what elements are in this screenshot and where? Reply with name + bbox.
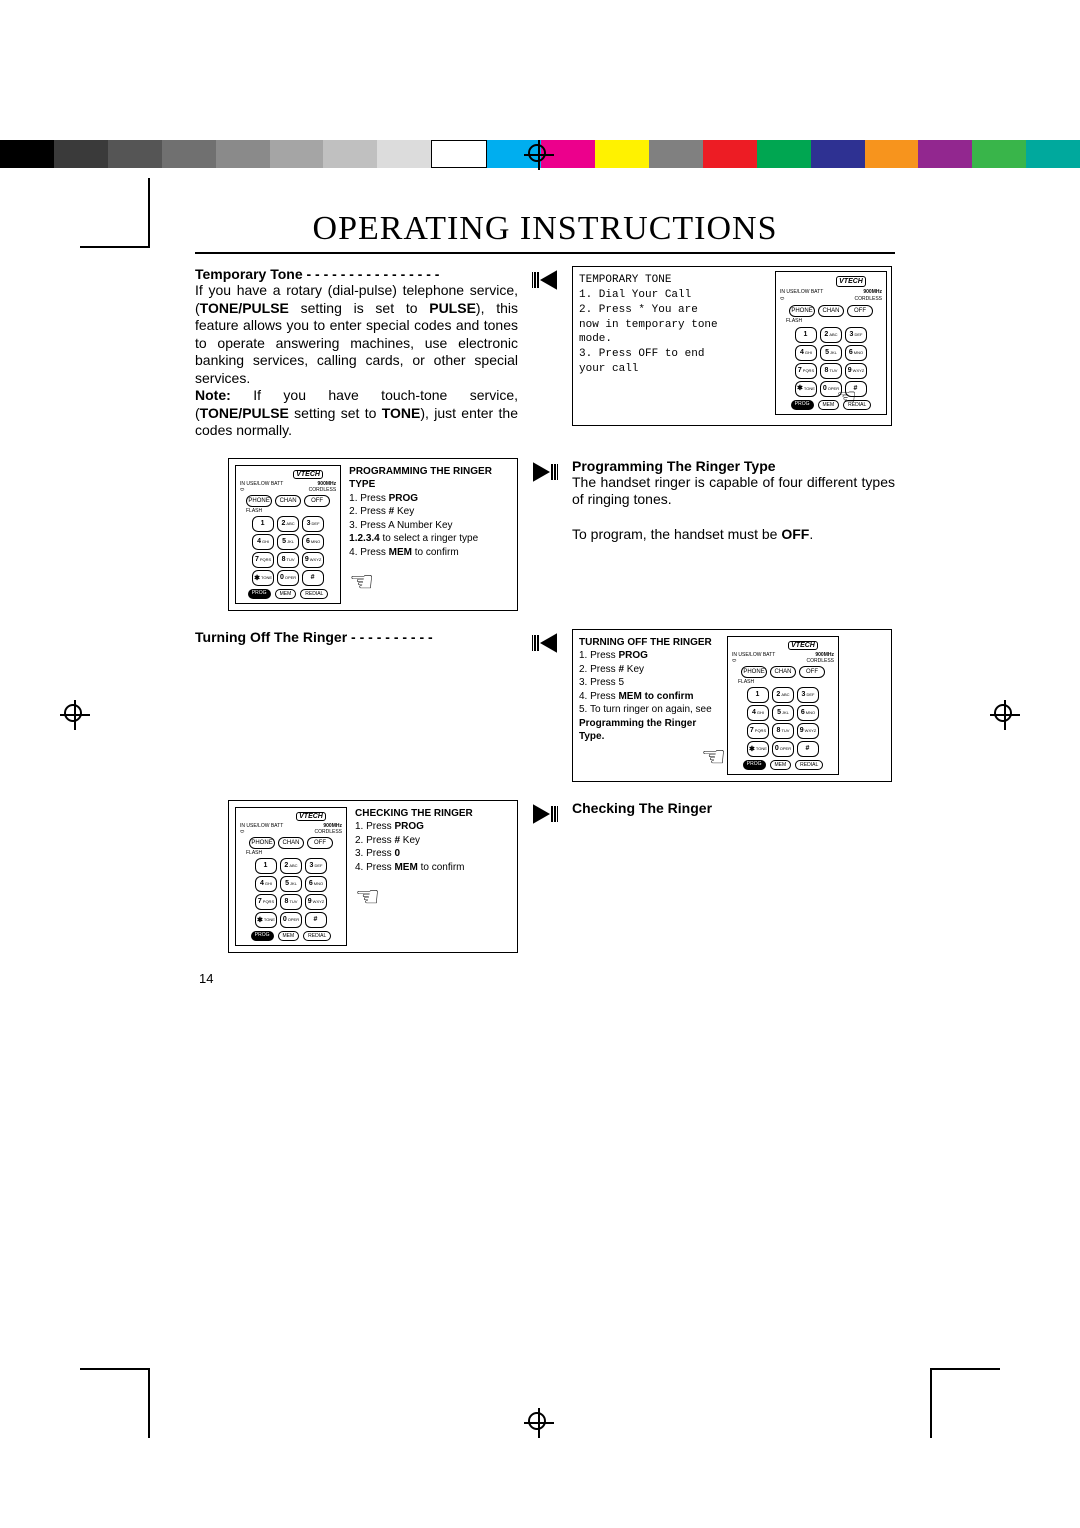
crop-corner [930,1368,1000,1438]
arrow-right-icon [532,629,558,782]
arrow-left-icon [532,458,558,611]
instr-list: 1. Press PROG2. Press # Key3. Press 54. … [579,649,719,744]
section-turning-off-ringer: Turning Off The Ringer - - - - - - - - -… [195,629,895,782]
handset-illustration: VTECHIN USE/LOW BATT⬭900MHzCORDLESSPHONE… [775,271,887,415]
instr-list: 1. Press PROG2. Press # Key3. Press A Nu… [349,492,511,560]
section-temporary-tone: Temporary Tone - - - - - - - - - - - - -… [195,266,895,440]
checking-ringer-box: VTECHIN USE/LOW BATT⬭900MHzCORDLESSPHONE… [228,800,518,953]
programming-ringer-heading: Programming The Ringer Type [572,458,895,474]
pointing-hand-icon: ☜ [349,563,374,601]
temporary-tone-heading: Temporary Tone - - - - - - - - - - - - -… [195,266,518,282]
instr-title: TURNING OFF THE RINGER [579,636,719,650]
instr-title: PROGRAMMING THE RINGER TYPE [349,465,511,492]
turning-off-box: TURNING OFF THE RINGER 1. Press PROG2. P… [572,629,892,782]
section-programming-ringer: VTECHIN USE/LOW BATT⬭900MHzCORDLESSPHONE… [195,458,895,611]
page-number: 14 [199,971,895,986]
crop-corner [80,1368,150,1438]
registration-mark-right [990,700,1020,730]
pointing-hand-icon: ☞ [838,381,855,419]
pointing-hand-icon: ☜ [355,878,380,916]
instr-title: CHECKING THE RINGER [355,807,473,821]
handset-illustration: VTECHIN USE/LOW BATT⬭900MHzCORDLESSPHONE… [727,636,839,775]
section-checking-ringer: VTECHIN USE/LOW BATT⬭900MHzCORDLESSPHONE… [195,800,895,953]
instr-list: 1. Press PROG2. Press # Key3. Press 04. … [355,820,473,874]
page-content: OPERATING INSTRUCTIONS Temporary Tone - … [195,210,895,986]
turning-off-heading: Turning Off The Ringer - - - - - - - - -… [195,629,518,645]
registration-mark-left [60,700,90,730]
arrow-right-icon [532,266,558,440]
temporary-tone-body: If you have a rotary (dial-pulse) teleph… [195,282,518,440]
handset-illustration: VTECHIN USE/LOW BATT⬭900MHzCORDLESSPHONE… [235,465,341,604]
arrow-left-icon [532,800,558,953]
programming-ringer-body: The handset ringer is capable of four di… [572,474,895,544]
registration-mark-bottom [524,1408,554,1438]
pointing-hand-icon: ☞ [701,740,726,773]
crop-corner [80,178,150,248]
checking-ringer-heading: Checking The Ringer [572,800,895,816]
page-title: OPERATING INSTRUCTIONS [195,210,895,254]
registration-mark-top [524,140,554,170]
temporary-tone-screen: TEMPORARY TONE1. Dial Your Call2. Press … [572,266,892,426]
handset-illustration: VTECHIN USE/LOW BATT⬭900MHzCORDLESSPHONE… [235,807,347,946]
programming-ringer-box: VTECHIN USE/LOW BATT⬭900MHzCORDLESSPHONE… [228,458,518,611]
